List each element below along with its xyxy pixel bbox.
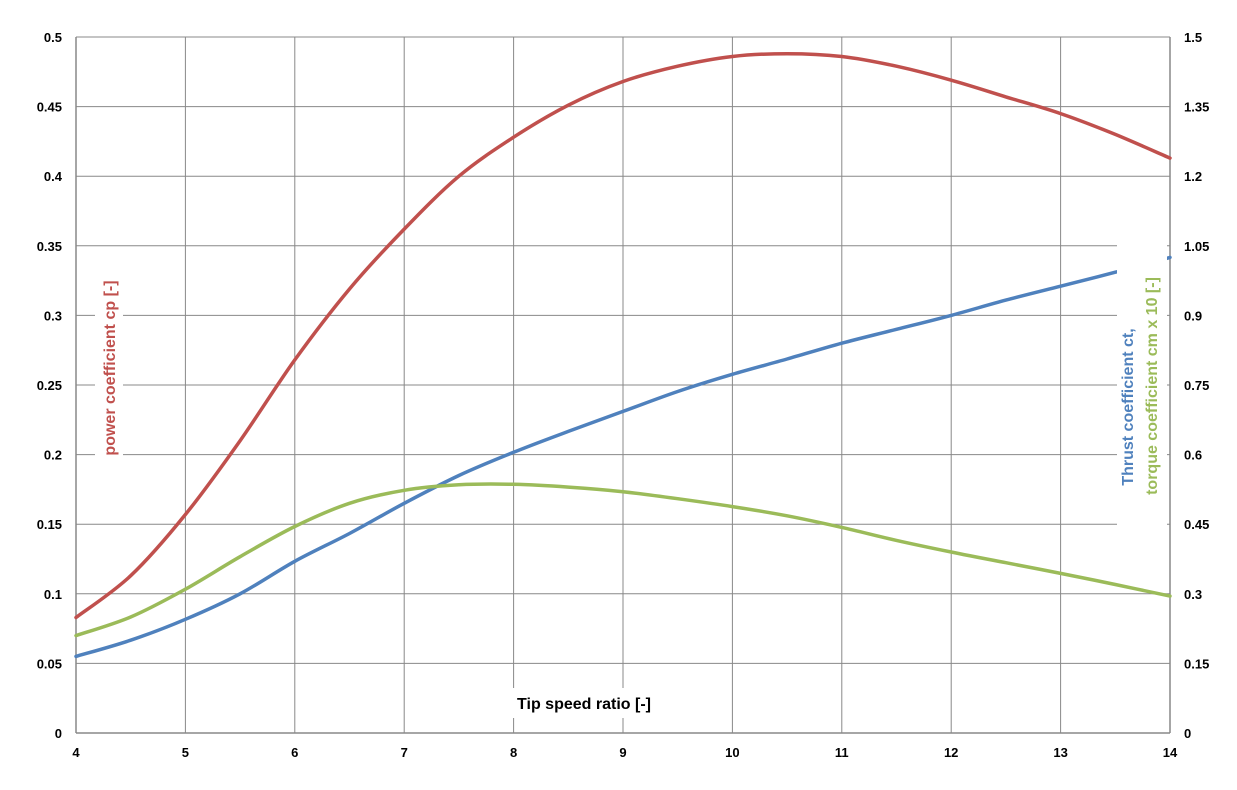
x-tick-label: 14 [1163, 745, 1178, 760]
y-right-axis-title-line2: torque coefficient cm x 10 [-] [1144, 277, 1161, 495]
x-tick-label: 9 [619, 745, 626, 760]
y-right-tick-label: 0.3 [1184, 587, 1202, 602]
x-tick-label: 13 [1053, 745, 1067, 760]
x-tick-label: 10 [725, 745, 739, 760]
torque-coefficient-line [74, 482, 1172, 638]
x-tick-label: 5 [182, 745, 189, 760]
y-left-tick-label: 0.25 [37, 378, 62, 393]
y-left-title-background [95, 265, 123, 471]
y-right-title-background [1117, 240, 1167, 532]
y-left-axis-title: power coefficient cp [-] [102, 280, 119, 455]
y-right-tick-label: 0.75 [1184, 378, 1209, 393]
x-tick-label: 4 [72, 745, 80, 760]
x-tick-label: 12 [944, 745, 958, 760]
y-right-tick-labels: 0 0.15 0.3 0.45 0.6 0.75 0.9 1.05 1.2 1.35 1.5 [1184, 30, 1209, 741]
x-tick-label: 8 [510, 745, 517, 760]
y-left-tick-label: 0.05 [37, 656, 62, 671]
x-axis-title: Tip speed ratio [-] [517, 696, 651, 713]
y-left-tick-label: 0.5 [44, 30, 62, 45]
y-left-tick-label: 0.35 [37, 239, 62, 254]
y-right-tick-label: 0.15 [1184, 656, 1209, 671]
y-right-tick-label: 0.45 [1184, 517, 1209, 532]
y-left-tick-label: 0.1 [44, 587, 62, 602]
y-right-tick-label: 1.35 [1184, 100, 1209, 115]
y-right-tick-label: 1.5 [1184, 30, 1202, 45]
y-right-tick-label: 0 [1184, 726, 1191, 741]
x-tick-label: 6 [291, 745, 298, 760]
y-left-tick-label: 0.15 [37, 517, 62, 532]
y-right-tick-label: 0.9 [1184, 308, 1202, 323]
x-tick-labels: 4 5 6 7 8 9 10 11 12 13 14 [72, 745, 1178, 760]
thrust-coefficient-line [74, 255, 1172, 659]
y-left-tick-label: 0.3 [44, 308, 62, 323]
y-right-tick-label: 1.2 [1184, 169, 1202, 184]
x-axis-title-background [499, 688, 669, 718]
y-left-tick-label: 0.45 [37, 100, 62, 115]
y-left-tick-label: 0.2 [44, 448, 62, 463]
gridlines [75, 36, 1171, 734]
x-tick-label: 7 [401, 745, 408, 760]
y-left-tick-label: 0.4 [44, 169, 63, 184]
series-lines [74, 51, 1172, 659]
x-tick-label: 11 [835, 745, 849, 760]
y-left-tick-label: 0 [55, 726, 62, 741]
y-right-tick-label: 1.05 [1184, 239, 1209, 254]
power-coefficient-line [74, 51, 1172, 620]
y-left-tick-labels: 0 0.05 0.1 0.15 0.2 0.25 0.3 0.35 0.4 0.45 0.5 [37, 30, 63, 741]
y-right-axis-title-line1: Thrust coefficient ct, [1120, 328, 1137, 485]
y-right-tick-label: 0.6 [1184, 448, 1202, 463]
